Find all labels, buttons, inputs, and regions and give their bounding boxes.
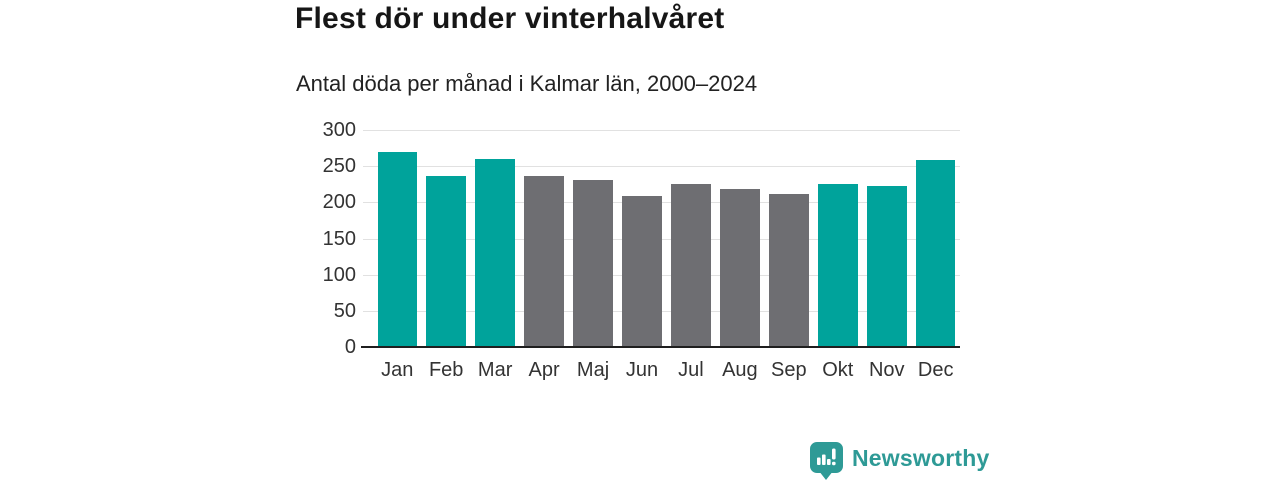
x-tick-label: Jan [381,359,414,381]
newsworthy-logo: Newsworthy [810,441,990,480]
bar-jul [671,183,711,347]
bar-okt [818,183,858,347]
x-tick-label: Mar [477,359,513,381]
y-tick-label: 150 [322,227,356,250]
newsworthy-speech-bubble-bar-chart-icon [810,441,843,480]
bar-maj [573,179,613,347]
y-tick-label: 50 [333,299,356,322]
y-tick-label: 300 [322,119,356,141]
x-tick-label: Jun [625,359,659,381]
bar-nov [867,186,907,347]
bar-dec [915,160,956,347]
y-tick-label: 250 [322,155,356,178]
x-tick-label: Apr [528,359,560,381]
chart-title: Flest dör under vinterhalvåret [295,2,725,35]
bar-mar [475,158,515,347]
bar-jan [377,151,417,347]
x-tick-label: Nov [868,359,905,381]
x-tick-label: Jul [678,359,704,381]
x-tick-label: Dec [917,359,954,381]
x-tick-label: Feb [428,359,464,381]
x-axis-tick-labels: Jan Feb Mar Apr Maj Jun Jul Aug Sep Okt Nov Dec [363,357,960,385]
y-axis-tick-labels: 0 50 100 150 200 250 300 [276,119,356,358]
x-tick-label: Okt [822,359,854,381]
x-tick-label: Aug [722,359,758,381]
y-tick-label: 200 [322,191,356,214]
x-tick-label: Maj [576,359,610,381]
newsworthy-logo-text: Newsworthy [852,445,990,471]
x-axis-line [361,346,960,348]
bar-apr [524,176,564,347]
bar-chart-plot-area [361,130,960,348]
bar-aug [720,189,760,347]
y-tick-label: 100 [322,263,356,286]
bar-sep [769,193,809,347]
bar-jun [622,195,662,347]
y-tick-label: 0 [344,336,356,358]
x-tick-label: Sep [771,359,807,381]
chart-subtitle: Antal döda per månad i Kalmar län, 2000–… [296,71,758,96]
gridline [363,130,960,131]
bar-feb [426,175,466,347]
gridline [363,166,960,168]
